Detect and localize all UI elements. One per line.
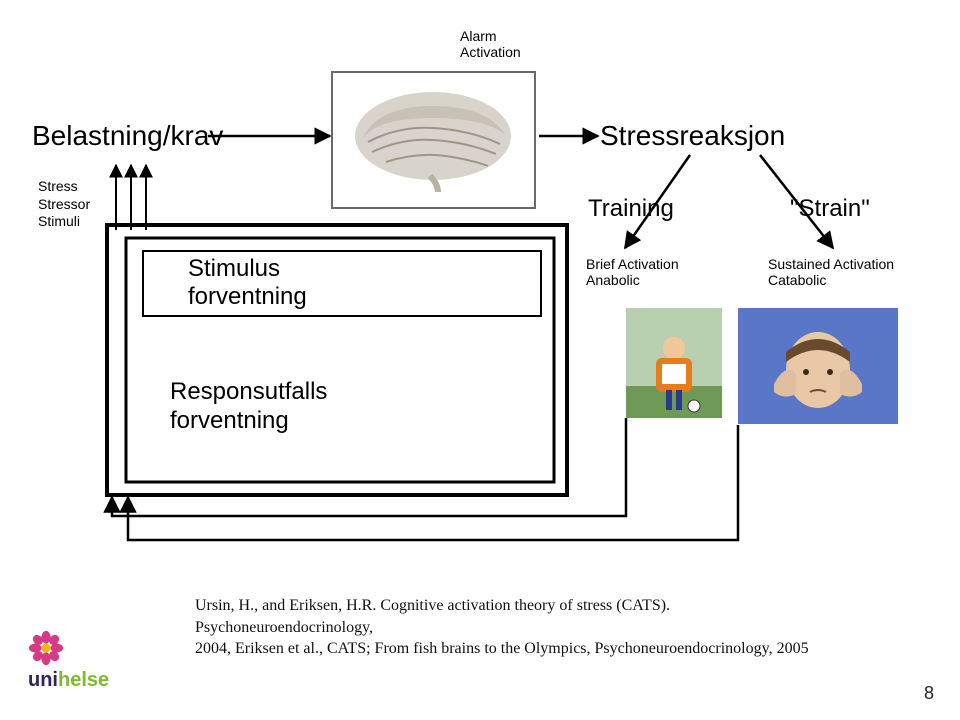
logo-main: uni [28, 669, 58, 691]
header-activation: Activation [460, 44, 521, 60]
label-belastning: Belastning/krav [32, 120, 223, 152]
citation-block: Ursin, H., and Eriksen, H.R. Cognitive a… [195, 595, 835, 660]
label-catabolic: Catabolic [768, 272, 826, 288]
photo-soccer [626, 308, 722, 418]
label-stressreaksjon: Stressreaksjon [600, 120, 785, 152]
logo-accent: helse [58, 669, 109, 691]
label-strain: "Strain" [790, 195, 870, 223]
diagram-stage: Alarm Activation Belastning/krav Stressr… [0, 0, 960, 720]
photo-headache [738, 308, 898, 424]
citation-line1: Ursin, H., and Eriksen, H.R. Cognitive a… [195, 597, 670, 636]
label-sustained-activation: Sustained Activation [768, 256, 894, 272]
citation-line2: 2004, Eriksen et al., CATS; From fish br… [195, 640, 809, 657]
label-responsutfalls: Responsutfalls forventning [170, 378, 327, 436]
page-number: 8 [924, 683, 934, 704]
label-stimulus-forventning: Stimulus forventning [188, 255, 307, 310]
photo-brain [338, 78, 529, 202]
logo: unihelse [28, 630, 109, 692]
label-training: Training [588, 195, 674, 223]
label-stress-block: Stress Stressor Stimuli [38, 178, 90, 231]
label-brief-activation: Brief Activation [586, 256, 679, 272]
label-anabolic: Anabolic [586, 272, 640, 288]
header-alarm: Alarm [460, 28, 497, 44]
